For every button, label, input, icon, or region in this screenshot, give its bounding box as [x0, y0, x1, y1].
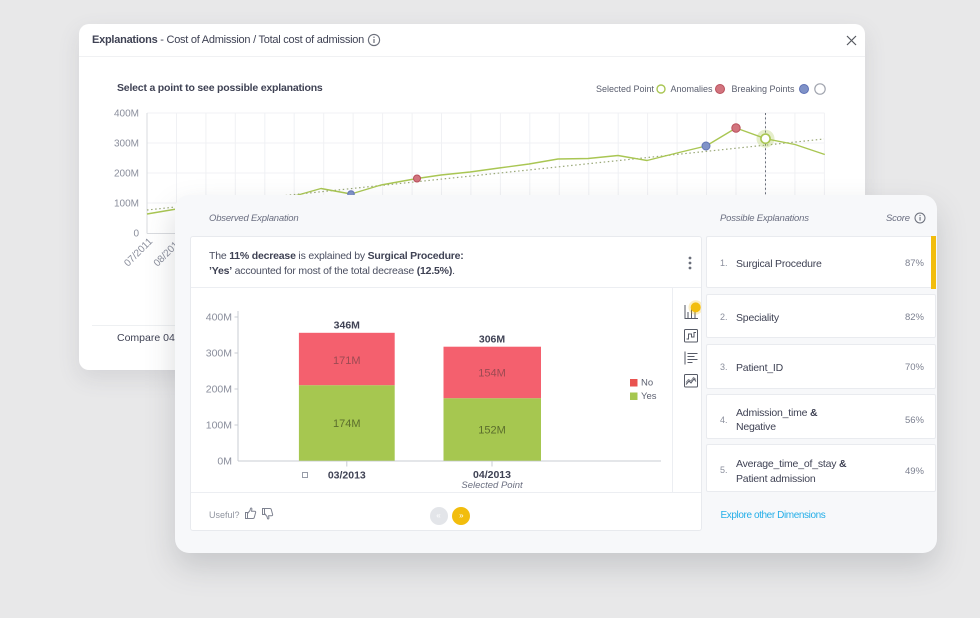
svg-text:No: No: [641, 378, 653, 389]
svg-text:100M: 100M: [114, 199, 139, 210]
svg-text:Yes: Yes: [641, 391, 657, 402]
svg-text:171M: 171M: [333, 355, 361, 367]
svg-text:300M: 300M: [206, 348, 232, 360]
svg-text:400M: 400M: [206, 312, 232, 324]
svg-text:0: 0: [133, 229, 139, 240]
svg-text:100M: 100M: [206, 420, 232, 432]
svg-text:200M: 200M: [206, 384, 232, 396]
svg-text:03/2013: 03/2013: [328, 470, 366, 482]
svg-text:346M: 346M: [334, 320, 361, 332]
svg-text:0M: 0M: [217, 456, 232, 468]
svg-text:154M: 154M: [478, 368, 506, 380]
svg-text:300M: 300M: [114, 139, 139, 150]
svg-text:306M: 306M: [479, 334, 506, 346]
svg-text:200M: 200M: [114, 169, 139, 180]
svg-text:Selected Point: Selected Point: [461, 480, 523, 491]
svg-text:174M: 174M: [333, 418, 361, 430]
svg-text:152M: 152M: [478, 425, 506, 437]
svg-text:400M: 400M: [114, 109, 139, 120]
svg-text:07/2011: 07/2011: [122, 236, 155, 269]
svg-text:04/2013: 04/2013: [473, 469, 511, 481]
